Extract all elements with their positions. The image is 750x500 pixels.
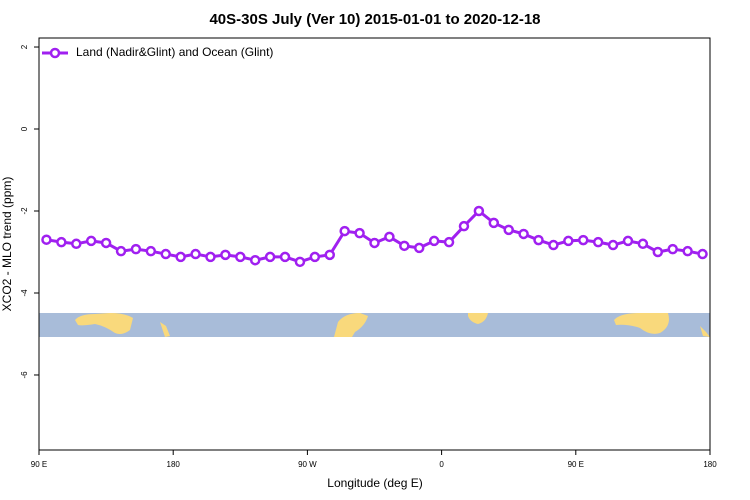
data-point (115, 245, 127, 257)
legend-marker (49, 47, 61, 59)
data-point (667, 243, 678, 255)
data-point (443, 236, 455, 248)
data-point (249, 254, 261, 266)
data-point (697, 248, 708, 260)
x-axis-label: Longitude (deg E) (327, 476, 422, 490)
data-point (607, 239, 619, 251)
data-point (413, 242, 425, 254)
data-point (160, 248, 171, 260)
data-point (488, 217, 500, 229)
map-strip (39, 313, 710, 337)
y-axis-label: XCO2 - MLO trend (ppm) (0, 177, 14, 312)
data-point (518, 228, 529, 240)
y-tick-label: 2 (20, 44, 29, 49)
data-point (428, 235, 440, 247)
data-point (682, 245, 693, 257)
data-point (235, 251, 246, 263)
data-point (220, 249, 231, 261)
data-point (458, 220, 470, 232)
x-tick-label: 90 E (31, 460, 47, 469)
y-tick-label: -2 (20, 207, 29, 215)
data-point (294, 256, 306, 268)
x-tick-label: 180 (703, 460, 717, 469)
data-point (190, 248, 201, 260)
data-point (85, 235, 97, 247)
x-tick-label: 90 W (298, 460, 317, 469)
data-point (339, 225, 350, 237)
data-point (145, 245, 157, 257)
series-line (46, 208, 703, 264)
data-point (533, 234, 544, 246)
legend-label: Land (Nadir&Glint) and Ocean (Glint) (76, 45, 273, 59)
x-tick-label: 0 (439, 460, 444, 469)
data-point (369, 237, 380, 249)
data-point (578, 234, 589, 246)
chart-title: 40S-30S July (Ver 10) 2015-01-01 to 2020… (209, 11, 540, 28)
data-point (264, 251, 276, 263)
y-tick-label: 0 (20, 126, 29, 131)
data-point (279, 251, 291, 263)
data-point (563, 235, 574, 247)
data-point (503, 224, 514, 236)
y-tick-label: -4 (20, 289, 29, 297)
data-point (384, 231, 395, 243)
y-tick-label: -6 (20, 371, 29, 379)
data-point (652, 246, 664, 258)
data-point (637, 238, 649, 250)
data-point (130, 243, 142, 255)
data-point (354, 227, 365, 239)
x-tick-label: 180 (167, 460, 181, 469)
data-point (399, 240, 410, 252)
data-point (71, 238, 82, 250)
data-point (622, 235, 634, 247)
plot-frame (38, 37, 711, 451)
data-point (592, 236, 604, 248)
data-point (309, 251, 321, 263)
data-point (41, 234, 52, 245)
data-point (324, 249, 336, 261)
x-tick-label: 90 E (568, 460, 584, 469)
data-point (100, 237, 112, 249)
data-point (175, 251, 186, 263)
data-point (548, 239, 559, 251)
data-point (473, 205, 485, 217)
legend: Land (Nadir&Glint) and Ocean (Glint) (42, 45, 273, 59)
data-point (56, 236, 67, 248)
data-point (205, 251, 216, 263)
